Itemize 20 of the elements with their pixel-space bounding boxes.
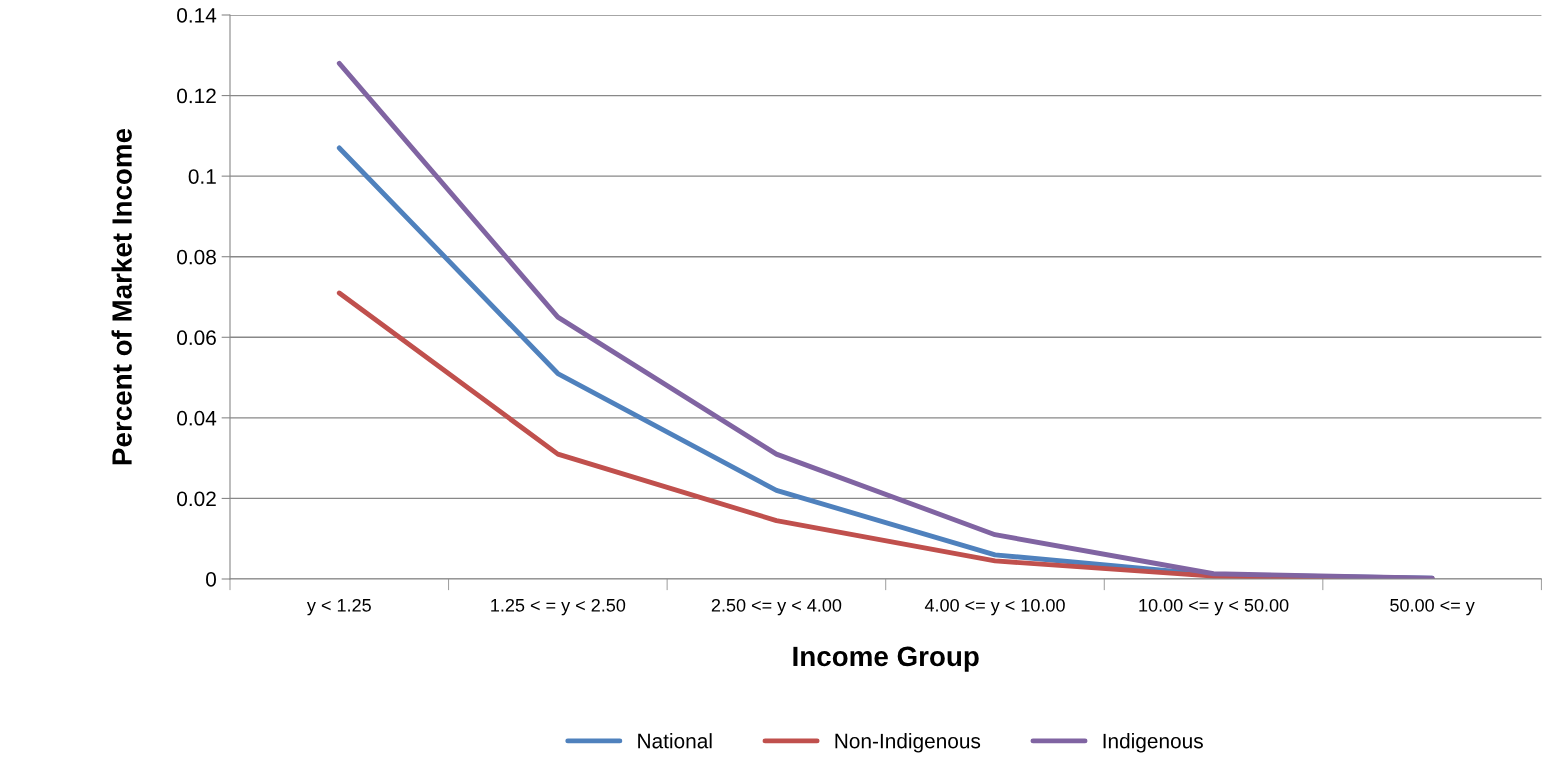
x-tick-label: 1.25 < = y < 2.50 (491, 598, 626, 616)
y-tick-label: 0 (206, 572, 216, 587)
x-tick-label: 50.00 <= y (1390, 598, 1475, 616)
x-axis-title: Income Group (793, 646, 979, 672)
x-tick-label: 4.00 <= y < 10.00 (924, 598, 1065, 616)
y-tick-label: 0.04 (177, 410, 217, 426)
legend-label: Indigenous (1103, 733, 1203, 753)
x-tick-label: y < 1.25 (306, 598, 371, 616)
x-tick-label: 10.00 <= y < 50.00 (1139, 598, 1289, 616)
y-tick-label: 0.08 (177, 249, 216, 265)
y-axis-title: Percent of Market Income (111, 128, 132, 465)
y-tick-label: 0.02 (177, 491, 216, 507)
y-tick-label: 0.14 (177, 8, 217, 23)
y-tick-label: 0.12 (177, 88, 216, 104)
legend-label: Non-Indigenous (835, 733, 981, 753)
line-series (336, 60, 1435, 579)
y-tick-label: 0.1 (188, 169, 216, 184)
x-tick-label: 2.50 <= y < 4.00 (711, 598, 842, 616)
y-tick-label: 0.06 (177, 330, 216, 346)
legend-label: National (638, 733, 712, 749)
